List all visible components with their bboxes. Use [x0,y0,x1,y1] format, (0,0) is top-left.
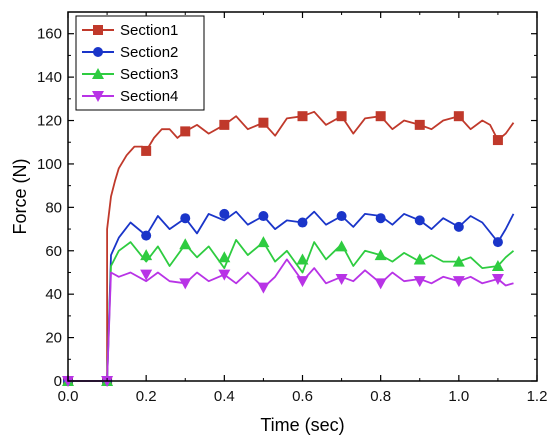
legend-label: Section3 [120,66,178,83]
y-tick-label: 80 [45,199,62,216]
x-tick-label: 0.2 [136,388,157,405]
data-point [452,255,465,267]
x-tick-label: 0.6 [292,388,313,405]
legend-item-section4: Section4 [82,88,178,105]
data-point [258,211,269,222]
legend-item-section1: Section1 [82,22,178,39]
data-point [180,126,191,137]
y-tick-label: 100 [37,156,62,173]
y-tick-label: 40 [45,286,62,303]
axis-layer: 0.0 0.2 0.4 0.6 0.8 1.0 1.2 0 20 40 60 80 100 120 140 1… [37,12,547,405]
legend-label: Section1 [120,22,178,39]
data-point [336,211,347,222]
data-point [219,119,230,130]
x-tick-label: 1.2 [527,388,548,405]
data-point [375,111,386,122]
x-tick-label: 0.4 [214,388,235,405]
data-point [257,282,270,294]
y-tick-label: 140 [37,69,62,86]
data-point [219,208,230,219]
data-point [257,236,270,248]
y-tick-label: 60 [45,243,62,260]
data-point [413,253,426,265]
data-point [491,259,504,271]
data-point [141,145,152,156]
series-section4 [62,258,514,387]
legend: Section1 Section2 Section3 Section4 [75,15,205,111]
data-point [453,111,464,122]
legend-marker [92,68,104,79]
data-point [258,117,269,128]
data-point [335,240,348,252]
y-tick-label: 160 [37,26,62,43]
data-point [452,276,465,288]
data-point [179,278,192,290]
legend-marker [92,91,104,102]
data-point [374,249,387,261]
data-point [179,238,192,250]
series-line [68,110,515,382]
legend-item-section2: Section2 [82,44,178,61]
y-tick-label: 0 [54,373,62,390]
data-point [414,215,425,226]
legend-marker [93,25,103,35]
data-point [453,221,464,232]
data-point [180,213,191,224]
data-point [296,276,309,288]
data-point [140,269,153,281]
legend-label: Section4 [120,88,178,105]
data-point [375,213,386,224]
data-point [413,276,426,288]
data-point [218,269,231,281]
data-point [296,253,309,265]
x-tick-label: 0.0 [58,388,79,405]
data-point [374,278,387,290]
data-point [491,273,504,285]
data-point [492,135,503,146]
legend-label: Section2 [120,44,178,61]
series-layer [62,110,515,387]
data-point [335,273,348,285]
data-point [141,230,152,241]
y-axis-title: Force (N) [10,159,30,235]
data-point [218,251,231,263]
data-point [492,237,503,248]
y-tick-label: 120 [37,113,62,130]
legend-item-section3: Section3 [82,66,178,83]
data-point [414,119,425,130]
x-tick-label: 1.0 [448,388,469,405]
y-tick-label: 20 [45,330,62,347]
data-point [336,111,347,122]
data-point [140,249,153,261]
x-axis-title: Time (sec) [260,415,344,435]
legend-marker [93,47,103,57]
data-point [297,111,308,122]
x-tick-label: 0.8 [370,388,391,405]
data-point [297,217,308,228]
series-line [68,238,515,382]
